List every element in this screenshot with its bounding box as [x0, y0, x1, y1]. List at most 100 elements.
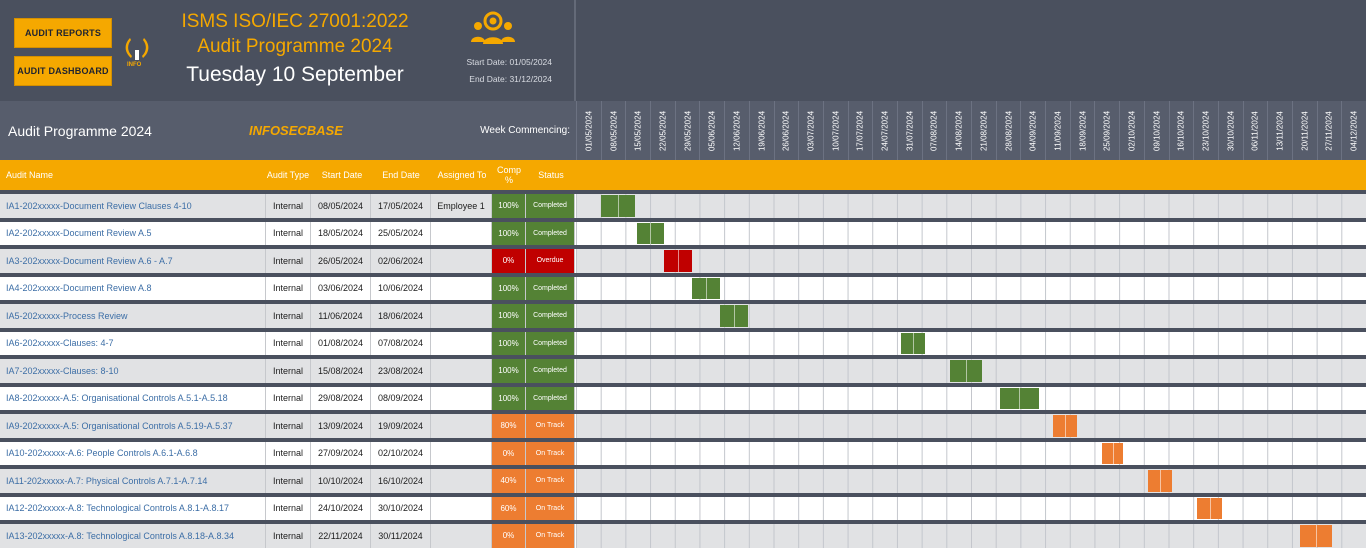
week-date-label: 18/09/2024: [1078, 110, 1088, 151]
status-badge: Completed: [526, 359, 575, 383]
assigned-to-cell: [431, 469, 492, 493]
week-column-header: 28/08/2024: [995, 101, 1021, 160]
gantt-bar[interactable]: [900, 332, 926, 354]
end-date-cell: 25/05/2024: [371, 221, 431, 245]
audit-row[interactable]: IA3-202xxxxx-Document Review A.6 - A.7 In…: [0, 245, 1366, 273]
audit-row[interactable]: IA7-202xxxxx-Clauses: 8-10 Internal 15/08/…: [0, 355, 1366, 383]
audit-row[interactable]: IA12-202xxxxx-A.8: Technological Control…: [0, 492, 1366, 520]
week-column-header: 27/11/2024: [1316, 101, 1342, 160]
gantt-bar[interactable]: [1197, 497, 1222, 519]
week-column-header: 19/06/2024: [748, 101, 774, 160]
audit-name-link[interactable]: IA5-202xxxxx-Process Review: [0, 304, 266, 328]
audit-name-link[interactable]: IA8-202xxxxx-A.5: Organisational Control…: [0, 386, 266, 410]
audit-name-link[interactable]: IA13-202xxxxx-A.8: Technological Control…: [0, 524, 266, 548]
audit-row[interactable]: IA13-202xxxxx-A.8: Technological Control…: [0, 520, 1366, 548]
audit-type-cell: Internal: [266, 359, 311, 383]
week-date-label: 15/05/2024: [633, 110, 643, 151]
audit-name-link[interactable]: IA6-202xxxxx-Clauses: 4-7: [0, 331, 266, 355]
audit-type-cell: Internal: [266, 194, 311, 218]
audit-name-link[interactable]: IA1-202xxxxx-Document Review Clauses 4-1…: [0, 194, 266, 218]
end-date-cell: 23/08/2024: [371, 359, 431, 383]
audit-reports-button[interactable]: AUDIT REPORTS: [14, 18, 112, 48]
gantt-bar[interactable]: [1299, 525, 1332, 547]
audit-name-link[interactable]: IA2-202xxxxx-Document Review A.5: [0, 221, 266, 245]
start-date-cell: 22/11/2024: [311, 524, 371, 548]
status-badge: On Track: [526, 524, 575, 548]
audit-name-link[interactable]: IA7-202xxxxx-Clauses: 8-10: [0, 359, 266, 383]
week-date-label: 19/06/2024: [757, 110, 767, 151]
status-badge: On Track: [526, 441, 575, 465]
end-date-cell: 18/06/2024: [371, 304, 431, 328]
gantt-bar[interactable]: [692, 277, 721, 299]
column-end-date: End Date: [382, 170, 420, 180]
audit-name-link[interactable]: IA11-202xxxxx-A.7: Physical Controls A.7…: [0, 469, 266, 493]
audit-name-link[interactable]: IA4-202xxxxx-Document Review A.8: [0, 276, 266, 300]
week-date-label: 13/11/2024: [1275, 110, 1285, 151]
week-header: 01/05/2024 08/05/2024 15/05/2024 22/05/2024…: [576, 101, 1366, 160]
status-badge: Completed: [526, 386, 575, 410]
week-date-label: 23/10/2024: [1201, 110, 1211, 151]
audit-row[interactable]: IA4-202xxxxx-Document Review A.8 Internal…: [0, 272, 1366, 300]
audit-row[interactable]: IA5-202xxxxx-Process Review Internal 11/06…: [0, 300, 1366, 328]
audit-name-link[interactable]: IA3-202xxxxx-Document Review A.6 - A.7: [0, 249, 266, 273]
start-date-cell: 10/10/2024: [311, 469, 371, 493]
week-date-label: 01/05/2024: [584, 110, 594, 151]
end-date-cell: 16/10/2024: [371, 469, 431, 493]
gantt-track: [576, 304, 1366, 328]
gantt-bar[interactable]: [636, 222, 664, 244]
week-date-label: 07/08/2024: [929, 110, 939, 151]
assigned-to-cell: [431, 414, 492, 438]
audit-row[interactable]: IA2-202xxxxx-Document Review A.5 Internal…: [0, 217, 1366, 245]
status-badge: On Track: [526, 469, 575, 493]
gantt-track: [576, 249, 1366, 273]
audit-row[interactable]: IA11-202xxxxx-A.7: Physical Controls A.7…: [0, 465, 1366, 493]
audit-name-link[interactable]: IA12-202xxxxx-A.8: Technological Control…: [0, 496, 266, 520]
audit-type-cell: Internal: [266, 249, 311, 273]
week-date-label: 21/08/2024: [979, 110, 989, 151]
audit-team-icon: [471, 11, 515, 44]
week-column-header: 09/10/2024: [1143, 101, 1169, 160]
start-date-cell: 27/09/2024: [311, 441, 371, 465]
audit-row[interactable]: IA1-202xxxxx-Document Review Clauses 4-1…: [0, 190, 1366, 218]
week-date-label: 08/05/2024: [609, 110, 619, 151]
week-date-label: 20/11/2024: [1300, 110, 1310, 151]
audit-type-cell: Internal: [266, 386, 311, 410]
audit-name-link[interactable]: IA10-202xxxxx-A.6: People Controls A.6.1…: [0, 441, 266, 465]
audit-type-cell: Internal: [266, 524, 311, 548]
status-badge: On Track: [526, 496, 575, 520]
audit-row[interactable]: IA9-202xxxxx-A.5: Organisational Control…: [0, 410, 1366, 438]
start-date-cell: 01/08/2024: [311, 331, 371, 355]
start-date-cell: 26/05/2024: [311, 249, 371, 273]
end-date-cell: 08/09/2024: [371, 386, 431, 410]
gantt-bar[interactable]: [950, 360, 983, 382]
audit-dashboard-button[interactable]: AUDIT DASHBOARD: [14, 56, 112, 86]
week-column-header: 07/08/2024: [921, 101, 947, 160]
start-date-cell: 29/08/2024: [311, 386, 371, 410]
week-date-label: 06/11/2024: [1250, 110, 1260, 151]
gantt-track: [576, 276, 1366, 300]
completion-cell: 60%: [492, 496, 526, 520]
week-column-header: 15/05/2024: [625, 101, 650, 160]
gantt-bar[interactable]: [663, 250, 693, 272]
audit-name-link[interactable]: IA9-202xxxxx-A.5: Organisational Control…: [0, 414, 266, 438]
gantt-bar[interactable]: [720, 305, 748, 327]
assigned-to-cell: [431, 359, 492, 383]
audit-row[interactable]: IA10-202xxxxx-A.6: People Controls A.6.1…: [0, 437, 1366, 465]
week-date-label: 10/07/2024: [831, 110, 841, 151]
week-column-header: 01/05/2024: [576, 101, 601, 160]
gantt-bar[interactable]: [600, 195, 636, 217]
completion-cell: 100%: [492, 194, 526, 218]
column-audit-name: Audit Name: [6, 170, 54, 180]
week-column-header: 22/05/2024: [650, 101, 675, 160]
gantt-bar[interactable]: [1147, 470, 1173, 492]
audit-row[interactable]: IA6-202xxxxx-Clauses: 4-7 Internal 01/08/2…: [0, 327, 1366, 355]
gantt-bar[interactable]: [1102, 442, 1124, 464]
week-column-header: 17/07/2024: [847, 101, 873, 160]
status-badge: On Track: [526, 414, 575, 438]
header-title: Audit Programme 2024: [8, 123, 152, 139]
audit-type-cell: Internal: [266, 469, 311, 493]
gantt-bar[interactable]: [1052, 415, 1078, 437]
assigned-to-cell: [431, 331, 492, 355]
audit-row[interactable]: IA8-202xxxxx-A.5: Organisational Control…: [0, 382, 1366, 410]
gantt-bar[interactable]: [999, 387, 1040, 409]
